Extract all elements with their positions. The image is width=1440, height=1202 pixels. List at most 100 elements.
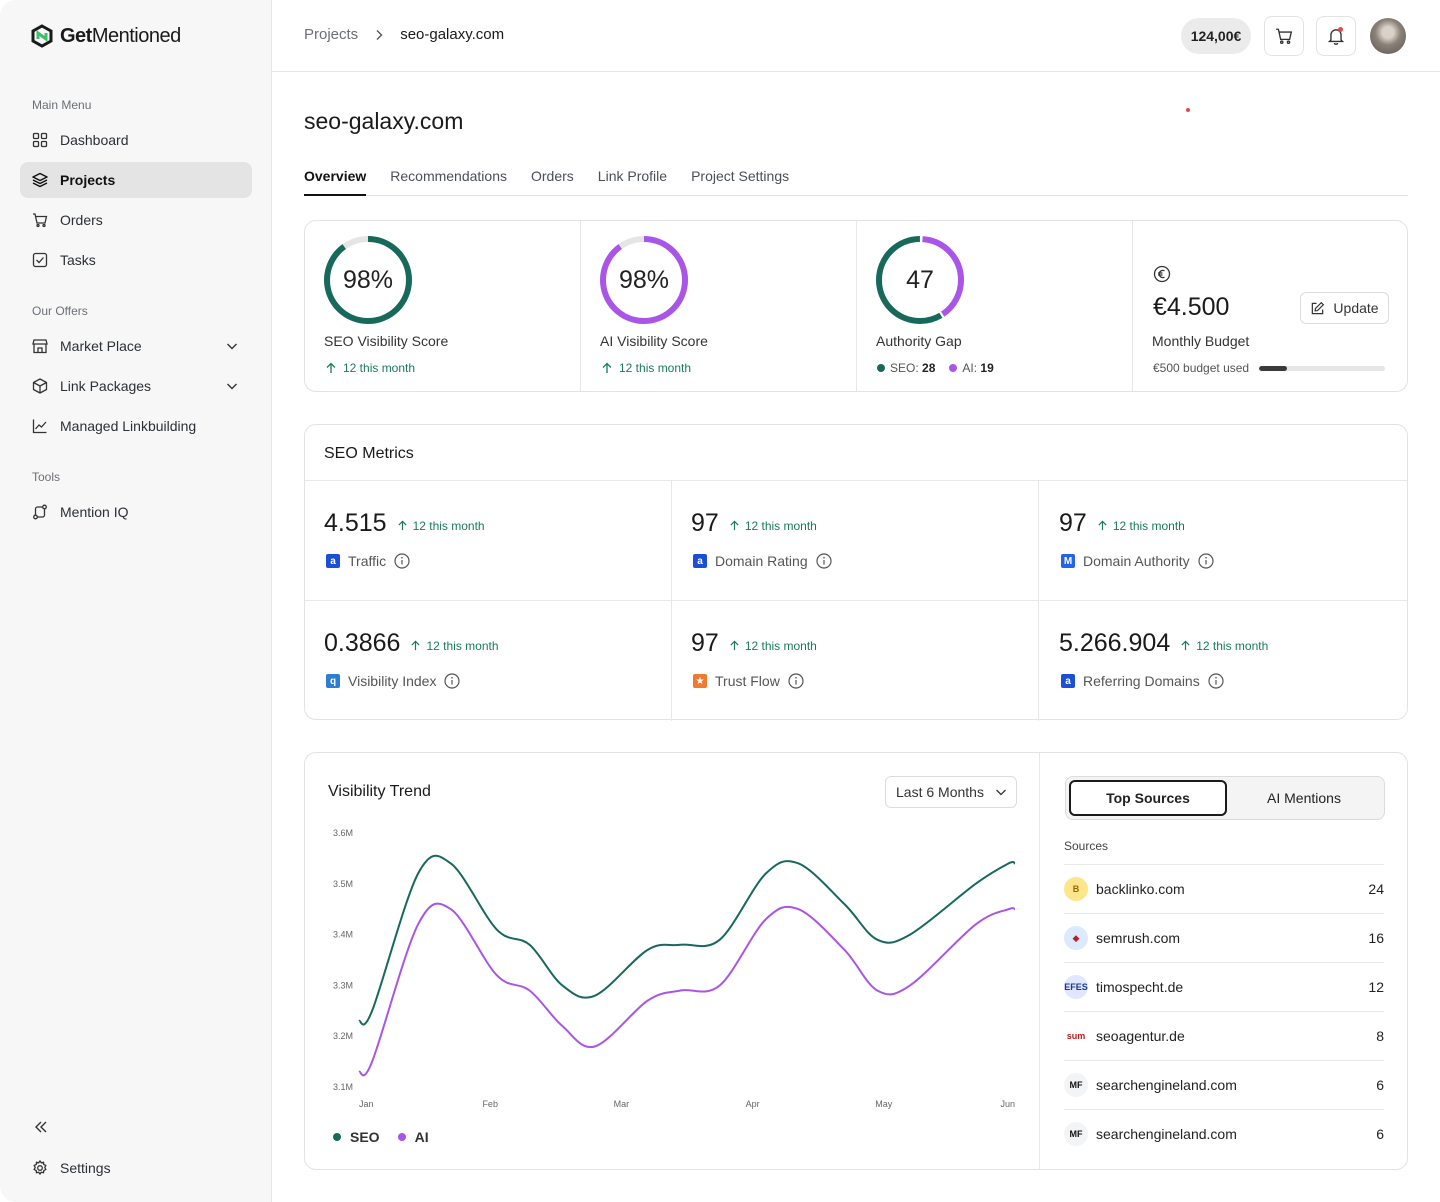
source-row[interactable]: sum seoagentur.de 8	[1064, 1011, 1384, 1060]
route-icon	[33, 504, 47, 520]
info-icon[interactable]	[1198, 553, 1214, 569]
breadcrumb-projects-link[interactable]: Projects	[304, 26, 359, 43]
y-tick-label: 3.5M	[333, 879, 353, 889]
tab-orders[interactable]: Orders	[531, 168, 574, 184]
collapse-sidebar-icon[interactable]	[32, 1118, 50, 1136]
source-row[interactable]: MF searchengineland.com 6	[1064, 1060, 1384, 1109]
ai-score-value: 98%	[618, 265, 670, 294]
sources-heading: Sources	[1064, 839, 1109, 853]
cart-icon	[33, 213, 48, 228]
metric-delta: 12 this month	[729, 639, 817, 653]
chevron-right-icon	[376, 29, 383, 40]
sidebar-item-label: Managed Linkbuilding	[60, 418, 197, 434]
info-icon[interactable]	[444, 673, 461, 689]
source-logo-icon: MF	[1064, 1122, 1088, 1146]
source-row[interactable]: ◆ semrush.com 16	[1064, 913, 1384, 962]
logo[interactable]: GetMentioned	[30, 24, 181, 48]
seo-metrics-title: SEO Metrics	[324, 445, 414, 462]
info-icon[interactable]	[1208, 673, 1224, 689]
chevron-down-icon[interactable]	[224, 338, 240, 354]
sidebar-item-label: Projects	[60, 172, 116, 188]
balance-badge[interactable]: 124,00€	[1181, 18, 1251, 54]
tab-ai-mentions[interactable]: AI Mentions	[1267, 790, 1341, 806]
metric-domain-authority: 97 12 this month M Domain Authority	[1040, 481, 1407, 601]
seo-score-ring	[324, 236, 412, 324]
seo-metrics-card: SEO Metrics 4.515 12 this month a Traffic 97…	[304, 424, 1408, 721]
avatar[interactable]	[1370, 18, 1406, 54]
metric-label: q Visibility Index	[326, 673, 461, 689]
sidebar-item-settings[interactable]: Settings	[20, 1150, 252, 1186]
sidebar-item-link-packages[interactable]: Link Packages	[20, 368, 252, 404]
notifications-button[interactable]	[1316, 16, 1356, 56]
range-select[interactable]: Last 6 Months	[885, 776, 1017, 808]
tab-overview[interactable]: Overview	[304, 168, 367, 196]
sidebar-item-managed-linkbuilding[interactable]: Managed Linkbuilding	[20, 408, 252, 444]
source-logo-icon: MF	[1064, 1073, 1088, 1097]
chevron-down-icon[interactable]	[224, 378, 240, 394]
edit-icon	[1312, 301, 1325, 314]
x-tick-label: Jan	[359, 1099, 374, 1109]
x-tick-label: Jun	[1000, 1099, 1015, 1109]
ai-score-delta: 12 this month	[601, 361, 691, 375]
ai-score-label: AI Visibility Score	[600, 333, 708, 349]
metric-visibility-index: 0.3866 12 this month q Visibility Index	[305, 601, 672, 721]
tab-project-settings[interactable]: Project Settings	[691, 168, 790, 184]
source-count: 8	[1376, 1028, 1384, 1044]
sidebar-item-label: Orders	[60, 212, 103, 228]
section-main-menu: Main Menu	[32, 98, 92, 112]
ai-score-ring	[600, 236, 688, 324]
arrow-up-icon	[411, 640, 421, 651]
info-icon[interactable]	[788, 673, 804, 689]
metric-value: 5.266.904 12 this month	[1059, 629, 1269, 657]
gap-ai-legend: AI: 19	[949, 361, 994, 375]
cart-button[interactable]	[1264, 16, 1304, 56]
metric-label: a Traffic	[326, 553, 410, 569]
info-icon[interactable]	[394, 553, 410, 569]
tab-recommendations[interactable]: Recommendations	[390, 168, 507, 184]
budget-label: Monthly Budget	[1152, 333, 1250, 349]
metric-label: a Domain Rating	[693, 553, 832, 569]
score-summary-card: 98% SEO Visibility Score 12 this month 9…	[304, 220, 1408, 392]
sidebar-item-tasks[interactable]: Tasks	[20, 242, 252, 278]
arrow-up-icon	[326, 362, 336, 373]
sidebar: GetMentioned Main Menu Dashboard Project…	[0, 0, 272, 1202]
sidebar-item-projects[interactable]: Projects	[20, 162, 252, 198]
logo-text: GetMentioned	[60, 24, 181, 47]
update-budget-button[interactable]: Update	[1300, 292, 1389, 324]
series-line-ai	[358, 902, 1016, 1077]
source-count: 12	[1368, 979, 1384, 995]
seo-score-value: 98%	[342, 265, 394, 294]
source-row[interactable]: MF searchengineland.com 6	[1064, 1109, 1384, 1158]
authority-gap-ring	[876, 236, 964, 324]
source-row[interactable]: EFES timospecht.de 12	[1064, 962, 1384, 1011]
sidebar-item-mention-iq[interactable]: Mention IQ	[20, 494, 252, 530]
ai-visibility-score: 98% AI Visibility Score 12 this month	[581, 221, 857, 391]
breadcrumb: Projects seo-galaxy.com	[304, 26, 504, 43]
metric-traffic: 4.515 12 this month a Traffic	[305, 481, 672, 601]
authority-gap: 47 Authority Gap SEO: 28 AI: 19	[857, 221, 1133, 391]
visibility-trend-card: Visibility Trend Last 6 Months 3.6M 3.5M 3…	[304, 752, 1408, 1170]
y-tick-label: 3.2M	[333, 1031, 353, 1041]
source-name: semrush.com	[1096, 930, 1181, 946]
y-tick-label: 3.6M	[333, 828, 353, 838]
budget-progress-bar	[1259, 365, 1386, 371]
metric-value: 4.515 12 this month	[324, 509, 485, 537]
sidebar-item-market-place[interactable]: Market Place	[20, 328, 252, 364]
source-logo-icon: EFES	[1064, 975, 1088, 999]
source-count: 24	[1368, 881, 1384, 897]
source-name: seoagentur.de	[1096, 1028, 1185, 1044]
authority-gap-legend: SEO: 28 AI: 19	[877, 361, 994, 375]
layers-icon	[32, 172, 48, 188]
metric-source-icon: a	[1061, 674, 1075, 688]
sidebar-item-dashboard[interactable]: Dashboard	[20, 122, 252, 158]
info-icon[interactable]	[816, 553, 832, 569]
tab-top-sources[interactable]: Top Sources	[1069, 780, 1227, 816]
sidebar-item-orders[interactable]: Orders	[20, 202, 252, 238]
top-header: Projects seo-galaxy.com 124,00€	[272, 0, 1440, 72]
legend-ai: AI	[397, 1129, 429, 1145]
page-title: seo-galaxy.com	[304, 108, 464, 134]
tab-link-profile[interactable]: Link Profile	[597, 168, 668, 184]
